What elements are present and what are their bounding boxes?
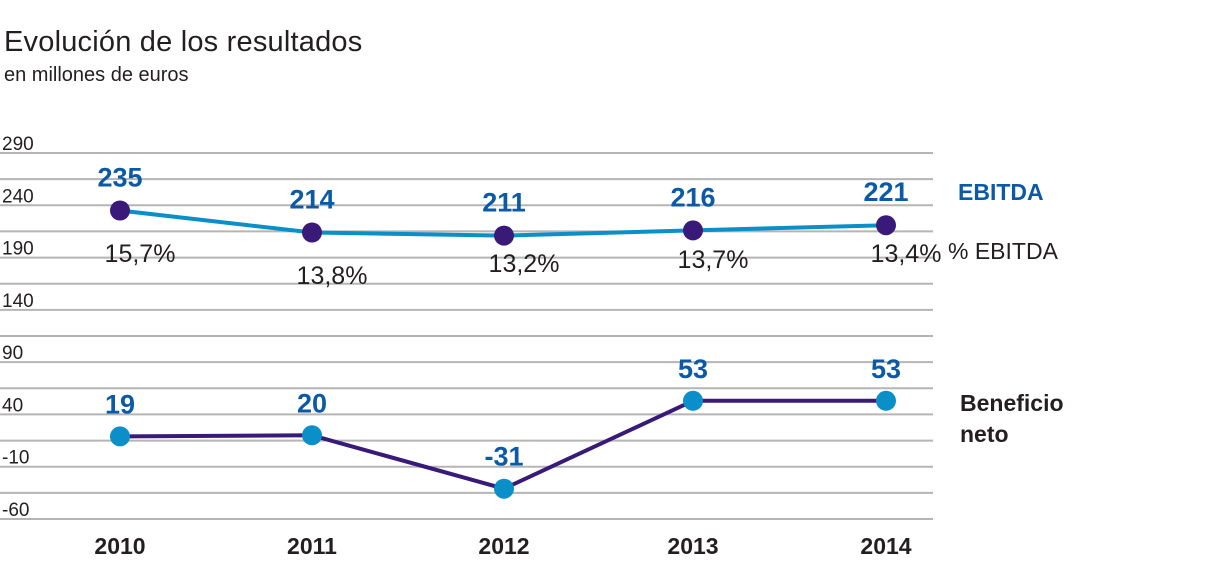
- x-tick-label: 2014: [860, 533, 911, 559]
- ebitda-pct-label: 15,7%: [105, 240, 176, 268]
- legend-ebitda: EBITDA: [958, 179, 1044, 205]
- y-tick-label: 90: [2, 343, 23, 364]
- net-profit-point: [876, 390, 896, 411]
- net-profit-data-label: -31: [484, 442, 523, 472]
- y-axis-ticks: 290 240 190 140 90 40 -10 -60: [2, 134, 34, 521]
- ebitda-pct-label: 13,2%: [489, 250, 560, 278]
- net-profit-point: [494, 478, 514, 499]
- ebitda-data-label: 216: [670, 182, 715, 212]
- x-tick-label: 2010: [94, 533, 145, 559]
- net-profit-data-label: 20: [297, 388, 327, 418]
- gridlines: [0, 152, 933, 520]
- ebitda-pct-label: 13,8%: [297, 262, 368, 290]
- legend-net-profit-line2: neto: [960, 421, 1009, 447]
- ebitda-data-label: 221: [863, 177, 908, 207]
- ebitda-point: [683, 220, 703, 241]
- legend-ebitda-pct: % EBITDA: [948, 238, 1059, 264]
- chart-title: Evolución de los resultados: [4, 26, 363, 58]
- ebitda-point: [876, 215, 896, 236]
- net-profit-point: [302, 425, 322, 446]
- y-tick-label: 190: [2, 239, 34, 260]
- y-tick-label: 140: [2, 291, 34, 312]
- ebitda-data-label: 235: [97, 163, 142, 193]
- series-markers: [110, 200, 896, 499]
- net-profit-data-label: 19: [105, 389, 135, 419]
- net-profit-data-label: 53: [678, 354, 708, 384]
- x-tick-label: 2011: [287, 533, 337, 559]
- y-tick-label: 40: [2, 395, 23, 416]
- ebitda-data-label: 211: [482, 188, 526, 218]
- x-tick-label: 2013: [667, 533, 718, 559]
- net-profit-point: [683, 390, 703, 411]
- x-tick-label: 2012: [478, 533, 529, 559]
- chart-subtitle: en millones de euros: [4, 64, 189, 86]
- net-profit-point: [110, 426, 130, 447]
- ebitda-data-label: 214: [289, 184, 334, 214]
- ebitda-pct-label: 13,7%: [678, 246, 749, 274]
- net-profit-data-label: 53: [871, 354, 901, 384]
- data-labels: 235 214 211 216 221 15,7% 13,8% 13,2% 13,7% 13,4%…: [97, 163, 941, 472]
- ebitda-point: [110, 200, 130, 221]
- y-tick-label: 240: [2, 186, 34, 207]
- y-tick-label: -10: [2, 448, 29, 469]
- ebitda-point: [302, 222, 322, 243]
- y-tick-label: 290: [2, 134, 34, 155]
- legend-net-profit-line1: Beneficio: [960, 390, 1064, 416]
- y-tick-label: -60: [2, 500, 29, 521]
- ebitda-point: [494, 225, 514, 246]
- ebitda-pct-label: 13,4%: [871, 240, 942, 268]
- x-axis-ticks: 2010 2011 2012 2013 2014: [94, 533, 911, 559]
